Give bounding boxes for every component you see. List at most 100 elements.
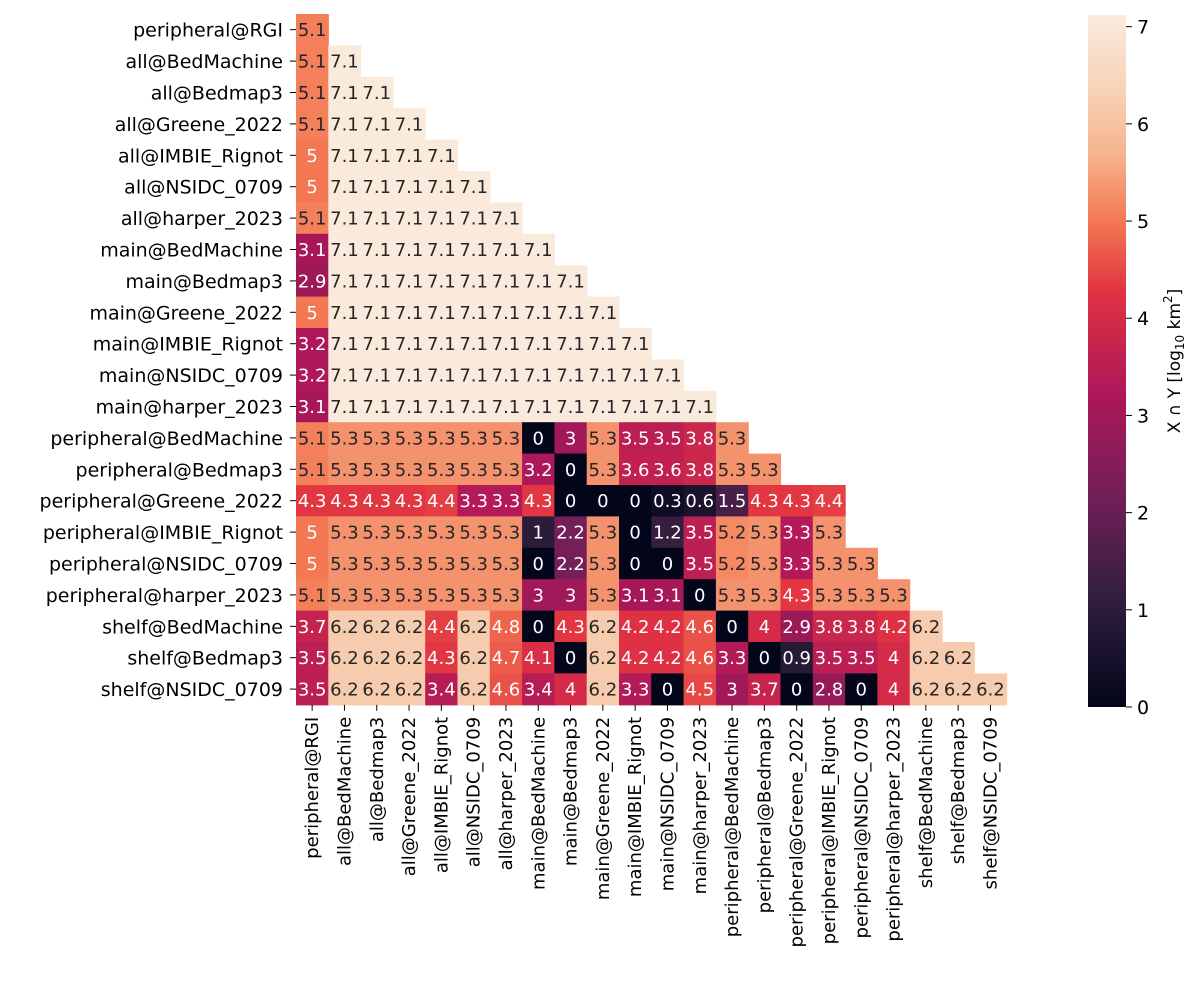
heatmap-cell xyxy=(457,359,491,392)
heatmap-cell-label: 7.1 xyxy=(653,366,682,387)
heatmap-cell-label: 5.3 xyxy=(330,554,359,575)
heatmap-cell-label: 5.3 xyxy=(815,585,844,606)
row-label: all@NSIDC_0709 xyxy=(124,177,283,199)
column-label: main@BedMachine xyxy=(528,717,549,890)
heatmap-cell-label: 7.1 xyxy=(330,146,359,167)
colorbar-tick-label: 6 xyxy=(1137,114,1149,136)
heatmap-cell xyxy=(586,579,620,612)
heatmap-cell-label: 0 xyxy=(694,585,705,606)
heatmap-cell xyxy=(586,516,620,549)
heatmap-cell xyxy=(522,359,555,392)
heatmap-cell xyxy=(360,233,394,266)
heatmap-cell xyxy=(392,547,426,580)
heatmap-cell-label: 3.5 xyxy=(298,680,327,701)
row-label: peripheral@NSIDC_0709 xyxy=(49,554,283,576)
heatmap-cell-label: 6.2 xyxy=(459,648,488,669)
heatmap-cell-label: 3.5 xyxy=(653,428,682,449)
heatmap-cell-label: 7.1 xyxy=(330,83,359,104)
heatmap-cell-label: 7.1 xyxy=(330,209,359,230)
heatmap-cell-label: 5.1 xyxy=(298,83,327,104)
heatmap-cell-label: 4.3 xyxy=(524,491,553,512)
heatmap-cell-label: 2.2 xyxy=(556,523,585,544)
heatmap-cell-label: 7.1 xyxy=(362,240,391,261)
heatmap-cell xyxy=(812,579,846,612)
heatmap-cell-label: 3.5 xyxy=(847,648,876,669)
heatmap-cell-label: 3.1 xyxy=(298,240,327,261)
heatmap-cell xyxy=(489,296,523,329)
heatmap-cell-label: 7.1 xyxy=(395,114,424,135)
heatmap-cell-label: 5.3 xyxy=(589,554,618,575)
heatmap-cell-label: 5.3 xyxy=(427,554,456,575)
heatmap-cell xyxy=(683,516,717,549)
heatmap-cell-label: 7.1 xyxy=(427,177,456,198)
heatmap-cell xyxy=(296,45,329,78)
heatmap-cell-label: 4.6 xyxy=(685,648,714,669)
colorbar-label-close: ] xyxy=(1165,289,1185,296)
heatmap-cell xyxy=(909,610,943,643)
heatmap-cell xyxy=(360,579,394,612)
heatmap-cell-label: 5.1 xyxy=(298,20,327,41)
heatmap-cell-label: 7.1 xyxy=(459,397,488,418)
heatmap-cell-label: 4.5 xyxy=(685,680,714,701)
heatmap-cell xyxy=(489,579,523,612)
heatmap-cell-label: 5 xyxy=(306,554,317,575)
heatmap-cell xyxy=(812,673,846,706)
row-label: peripheral@BedMachine xyxy=(50,428,283,450)
heatmap-cell xyxy=(780,547,814,580)
heatmap-cell-label: 7.1 xyxy=(492,271,521,292)
heatmap-cell xyxy=(296,642,329,674)
heatmap-cell-label: 7.1 xyxy=(427,397,456,418)
heatmap-cell-label: 3 xyxy=(533,585,544,606)
heatmap-cell xyxy=(392,296,426,329)
column-label: peripheral@Greene_2022 xyxy=(787,717,808,948)
heatmap-cell xyxy=(425,390,459,423)
heatmap-cell xyxy=(392,610,426,643)
heatmap-cell-label: 7.1 xyxy=(395,397,424,418)
heatmap-cell-label: 6.2 xyxy=(976,680,1005,701)
heatmap-cell-label: 4.3 xyxy=(330,491,359,512)
heatmap-cell xyxy=(877,673,911,706)
heatmap-cell-label: 3.4 xyxy=(427,680,456,701)
heatmap-cell xyxy=(425,642,459,674)
heatmap-cell-label: 7.1 xyxy=(459,271,488,292)
column-label: main@harper_2023 xyxy=(690,717,711,895)
heatmap-cell-label: 6.2 xyxy=(589,617,618,638)
heatmap-cell xyxy=(522,547,555,580)
heatmap-cell-label: 7.1 xyxy=(589,334,618,355)
heatmap-cell xyxy=(715,485,749,517)
heatmap-cell xyxy=(909,673,943,706)
heatmap-cell xyxy=(651,579,685,612)
heatmap-cell-label: 7.1 xyxy=(330,271,359,292)
heatmap-cell-label: 7.1 xyxy=(362,271,391,292)
heatmap-cell xyxy=(974,673,1008,706)
heatmap-cell xyxy=(296,202,329,235)
heatmap-cell-label: 7.1 xyxy=(459,366,488,387)
heatmap-cell-label: 3.5 xyxy=(621,428,650,449)
row-label: main@BedMachine xyxy=(100,240,283,262)
colorbar-tick-label: 7 xyxy=(1137,17,1149,39)
heatmap-cell xyxy=(296,108,329,141)
heatmap-cell-label: 5.3 xyxy=(492,554,521,575)
heatmap-cell xyxy=(457,673,491,706)
heatmap-cell-label: 4.2 xyxy=(621,648,650,669)
heatmap-cell xyxy=(651,516,685,549)
heatmap-cell-label: 5.3 xyxy=(589,428,618,449)
heatmap-cell xyxy=(425,422,459,455)
heatmap-cell-label: 7.1 xyxy=(556,303,585,324)
heatmap-cell-label: 5 xyxy=(306,146,317,167)
heatmap-cell-label: 7.1 xyxy=(459,334,488,355)
heatmap-cell xyxy=(457,171,491,203)
heatmap-cell xyxy=(425,610,459,643)
column-label: peripheral@NSIDC_0709 xyxy=(851,717,872,939)
colorbar-label-superscript: 2 xyxy=(1161,295,1175,303)
heatmap-cell-label: 3.1 xyxy=(621,585,650,606)
row-label: peripheral@harper_2023 xyxy=(46,585,283,607)
heatmap-cell-label: 3 xyxy=(565,585,576,606)
heatmap-cell-label: 3.6 xyxy=(621,460,650,481)
heatmap-cell-label: 4.3 xyxy=(362,491,391,512)
heatmap-cell-label: 7.1 xyxy=(427,303,456,324)
heatmap-cell xyxy=(360,76,394,109)
heatmap-cell xyxy=(748,547,782,580)
heatmap-cell xyxy=(715,579,749,612)
